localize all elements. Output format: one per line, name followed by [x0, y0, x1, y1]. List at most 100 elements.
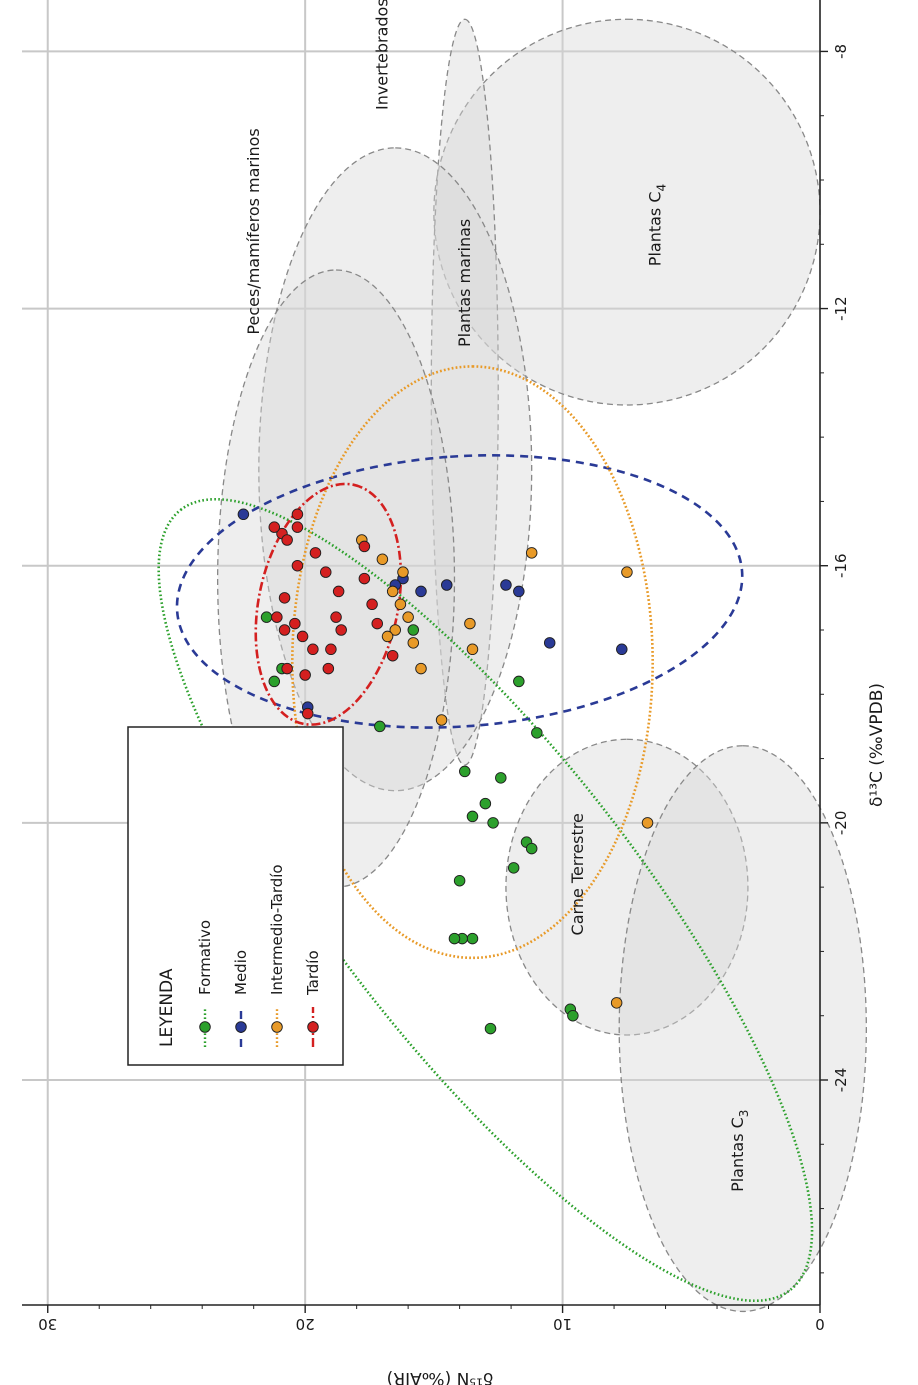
point-tardio — [325, 643, 337, 656]
point-tardio — [296, 630, 309, 643]
data-points — [237, 508, 654, 1035]
point-formativo — [466, 932, 479, 945]
x-tick-label: -20 — [832, 811, 850, 836]
y-axis-label-text: δ¹⁵N (‰AIR) — [387, 1368, 494, 1385]
region-label-text: Invertebrados marinos — [373, 0, 392, 110]
point-intermedio-tardio — [397, 566, 409, 578]
point-formativo — [484, 1022, 497, 1035]
point-medio — [237, 508, 250, 521]
point-medio — [440, 579, 453, 591]
point-tardio — [335, 624, 347, 636]
region-label-text: Plantas C — [728, 1117, 747, 1192]
food-source-regions — [216, 18, 867, 1313]
legend-label: Formativo — [196, 920, 214, 995]
region-label-carne-terrestre: Carne Terrestre — [568, 813, 587, 935]
point-tardio — [358, 540, 371, 553]
x-tick-label: -12 — [832, 296, 850, 321]
x-tick-label: -24 — [832, 1068, 850, 1093]
region-label-text: Carne Terrestre — [568, 813, 587, 935]
region-label-text: Plantas marinas — [455, 219, 474, 347]
x-tick-label: -16 — [832, 553, 850, 578]
point-formativo — [479, 797, 492, 810]
legend-label: Medio — [232, 950, 250, 995]
point-intermedio-tardio — [386, 585, 399, 598]
point-formativo — [531, 727, 543, 739]
legend-entries: Formativo Medio Intermedio-Tardío Tardío — [196, 864, 322, 1047]
point-tardio — [358, 572, 371, 585]
y-tick-label: 20 — [296, 1315, 315, 1333]
point-intermedio-tardio — [376, 553, 389, 566]
y-axis-label: δ¹⁵N (‰AIR) — [387, 1368, 494, 1385]
point-tardio — [278, 592, 291, 604]
region-label-subscript: 3 — [737, 1110, 751, 1118]
legend-label: Intermedio-Tardío — [268, 864, 286, 995]
point-tardio — [301, 707, 314, 720]
axes — [22, 0, 821, 1306]
point-intermedio-tardio — [464, 617, 476, 630]
point-tardio — [330, 611, 342, 623]
point-medio — [543, 637, 556, 649]
legend-swatch-marker — [271, 1021, 283, 1033]
point-tardio — [271, 611, 283, 623]
point-formativo — [525, 842, 538, 855]
legend-entry-medio: Medio — [232, 950, 250, 1047]
point-tardio — [386, 649, 399, 662]
point-formativo — [507, 862, 520, 874]
region-label-invertebrados-marinos: Invertebrados marinos — [373, 0, 392, 110]
region-labels: Plantas C4 Plantas marinas Invertebrados m… — [244, 0, 751, 1192]
point-intermedio-tardio — [435, 714, 448, 726]
legend-entry-intermedio-tardio: Intermedio-Tardío — [268, 864, 286, 1047]
point-intermedio-tardio — [641, 817, 654, 829]
point-tardio — [291, 508, 304, 521]
ellipse-formativo — [157, 497, 814, 1303]
legend-entry-tardio: Tardío — [304, 950, 322, 1047]
point-tardio — [309, 547, 322, 559]
region-label-plantas-c4: Plantas C4 — [645, 184, 668, 266]
legend-box — [127, 726, 344, 1066]
point-formativo — [487, 817, 499, 829]
point-intermedio-tardio — [402, 611, 414, 623]
point-formativo — [407, 624, 420, 636]
point-medio — [513, 585, 525, 598]
point-tardio — [307, 643, 319, 656]
point-tardio — [366, 598, 378, 611]
point-medio — [500, 579, 512, 591]
region-carne-terrestre — [505, 738, 749, 1036]
point-tardio — [299, 669, 311, 681]
x-axis-label: δ¹³C (‰VPDB) — [867, 683, 887, 807]
y-tick-label: 30 — [38, 1315, 57, 1333]
point-tardio — [281, 662, 293, 675]
region-label-peces-mamiferos-marinos: Peces/mamíferos marinos — [244, 128, 263, 334]
legend-swatch-marker — [199, 1021, 211, 1033]
point-tardio — [278, 624, 291, 636]
point-intermedio-tardio — [621, 566, 633, 578]
point-formativo — [453, 874, 466, 887]
point-intermedio-tardio — [381, 630, 394, 643]
point-intermedio-tardio — [466, 643, 479, 656]
point-formativo — [260, 611, 273, 623]
region-label-text: Peces/mamíferos marinos — [244, 128, 263, 334]
ellipse-medio — [175, 454, 744, 729]
point-tardio — [268, 521, 281, 533]
point-medio — [616, 643, 628, 656]
legend: LEYENDA Formativo Medio Intermedio-Tardío T… — [127, 726, 344, 1066]
region-label-plantas-c3: Plantas C3 — [728, 1110, 751, 1192]
legend-entry-formativo: Formativo — [196, 920, 214, 1047]
point-medio — [415, 585, 427, 598]
point-intermedio-tardio — [394, 598, 407, 611]
legend-swatch-marker — [307, 1021, 319, 1033]
point-intermedio-tardio — [525, 547, 538, 559]
point-intermedio-tardio — [389, 624, 402, 636]
point-formativo — [459, 765, 471, 778]
region-label-plantas-marinas: Plantas marinas — [455, 219, 474, 347]
legend-label: Tardío — [304, 950, 322, 996]
point-tardio — [291, 521, 304, 533]
ellipse-tardio — [254, 482, 403, 726]
point-formativo — [374, 720, 386, 733]
region-label-text: Plantas C — [645, 191, 664, 266]
point-tardio — [320, 566, 332, 578]
y-tick-label: 10 — [553, 1315, 572, 1333]
point-intermedio-tardio — [610, 997, 623, 1009]
point-formativo — [448, 932, 461, 945]
